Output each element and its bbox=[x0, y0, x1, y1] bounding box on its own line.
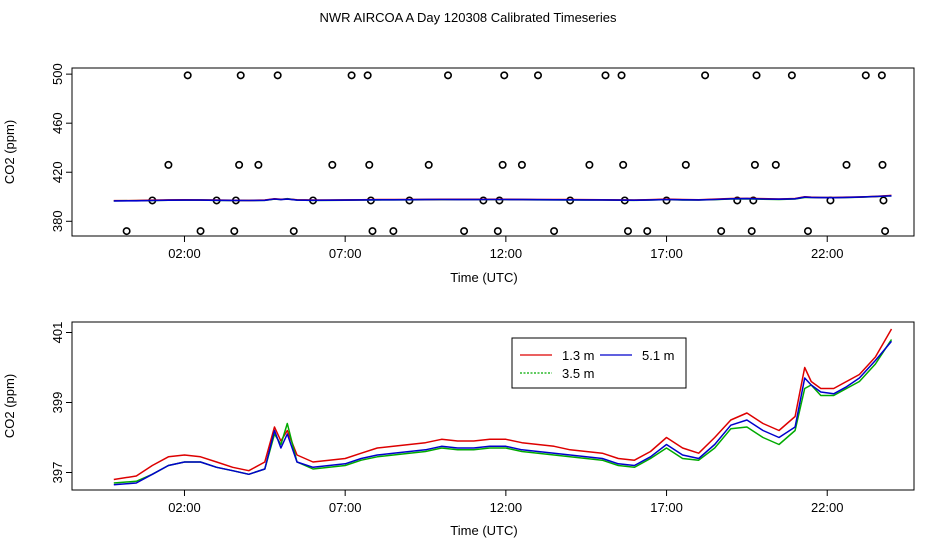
calibration-point bbox=[254, 160, 263, 169]
calibration-point bbox=[493, 227, 502, 236]
top-x-tick-label: 02:00 bbox=[168, 246, 201, 261]
calibration-point bbox=[196, 227, 205, 236]
top-x-axis-label: Time (UTC) bbox=[450, 270, 517, 285]
bottom-x-axis: 02:00 07:00 12:00 17:00 22:00 bbox=[168, 490, 844, 515]
bottom-y-axis: 397 399 401 bbox=[50, 322, 72, 484]
legend: 1.3 m 5.1 m 3.5 m bbox=[511, 337, 687, 389]
calibration-point bbox=[861, 71, 870, 80]
calibration-point bbox=[424, 160, 433, 169]
calibration-point bbox=[479, 196, 488, 205]
calibration-point bbox=[747, 227, 756, 236]
calibration-point bbox=[460, 227, 469, 236]
calibration-point bbox=[550, 227, 559, 236]
bot-x-tick-label: 07:00 bbox=[329, 500, 362, 515]
legend-label-3-5m: 3.5 m bbox=[562, 366, 595, 381]
bottom-panel: 02:00 07:00 12:00 17:00 22:00 397 399 401 Time… bbox=[2, 321, 915, 538]
top-x-tick-label: 12:00 bbox=[490, 246, 523, 261]
calibration-point bbox=[122, 227, 131, 236]
calibration-point bbox=[787, 71, 796, 80]
top-calibration-points bbox=[122, 71, 890, 236]
calibration-point bbox=[585, 160, 594, 169]
calibration-point bbox=[183, 71, 192, 80]
calibration-point bbox=[235, 160, 244, 169]
calibration-point bbox=[363, 71, 372, 80]
calibration-point bbox=[878, 160, 887, 169]
figure-title: NWR AIRCOA A Day 120308 Calibrated Times… bbox=[320, 10, 617, 25]
calibration-point bbox=[623, 227, 632, 236]
calibration-point bbox=[643, 227, 652, 236]
calibration-point bbox=[881, 227, 890, 236]
top-y-axis-label: CO2 (ppm) bbox=[2, 120, 17, 184]
calibration-point bbox=[230, 227, 239, 236]
bot-x-tick-label: 17:00 bbox=[650, 500, 683, 515]
calibration-point bbox=[749, 196, 758, 205]
calibration-point bbox=[495, 196, 504, 205]
calibration-point bbox=[750, 160, 759, 169]
calibration-point bbox=[601, 71, 610, 80]
calibration-point bbox=[619, 160, 628, 169]
calibration-point bbox=[533, 71, 542, 80]
calibration-point bbox=[273, 71, 282, 80]
calibration-point bbox=[701, 71, 710, 80]
calibration-point bbox=[164, 160, 173, 169]
top-series-lines bbox=[113, 194, 892, 202]
top-x-tick-label: 22:00 bbox=[811, 246, 844, 261]
calibration-point bbox=[879, 196, 888, 205]
calibration-point bbox=[328, 160, 337, 169]
bot-y-tick-label: 397 bbox=[50, 462, 65, 484]
bot-y-tick-label: 399 bbox=[50, 392, 65, 414]
legend-label-1-3m: 1.3 m bbox=[562, 348, 595, 363]
bot-y-tick-label: 401 bbox=[50, 322, 65, 344]
calibration-point bbox=[877, 71, 886, 80]
top-x-tick-label: 07:00 bbox=[329, 246, 362, 261]
calibration-point bbox=[752, 71, 761, 80]
calibration-point bbox=[517, 160, 526, 169]
calibration-point bbox=[368, 227, 377, 236]
bottom-series-line-3-5-m bbox=[113, 339, 893, 484]
calibration-point bbox=[289, 227, 298, 236]
calibration-point bbox=[365, 160, 374, 169]
top-panel: 02:00 07:00 12:00 17:00 22:00 380 420 460 500 T… bbox=[2, 63, 915, 285]
bot-x-tick-label: 02:00 bbox=[168, 500, 201, 515]
bottom-series-line-5-1-m bbox=[113, 340, 893, 486]
top-series-line-5-1-m bbox=[113, 195, 892, 202]
legend-box bbox=[511, 337, 687, 389]
calibration-point bbox=[617, 71, 626, 80]
calibration-point bbox=[842, 160, 851, 169]
top-y-tick-label: 460 bbox=[50, 112, 65, 134]
calibration-point bbox=[500, 71, 509, 80]
calibration-point bbox=[733, 196, 742, 205]
calibration-point bbox=[717, 227, 726, 236]
calibration-point bbox=[771, 160, 780, 169]
top-y-tick-label: 500 bbox=[50, 63, 65, 85]
top-y-tick-label: 380 bbox=[50, 210, 65, 232]
top-x-axis: 02:00 07:00 12:00 17:00 22:00 bbox=[168, 236, 844, 261]
top-plot-frame bbox=[71, 67, 915, 237]
bottom-y-axis-label: CO2 (ppm) bbox=[2, 374, 17, 438]
calibration-point bbox=[236, 71, 245, 80]
bottom-x-axis-label: Time (UTC) bbox=[450, 523, 517, 538]
legend-label-5-1m: 5.1 m bbox=[642, 348, 675, 363]
bottom-series-lines bbox=[113, 328, 893, 486]
bot-x-tick-label: 12:00 bbox=[490, 500, 523, 515]
calibration-point bbox=[681, 160, 690, 169]
bot-x-tick-label: 22:00 bbox=[811, 500, 844, 515]
top-y-axis: 380 420 460 500 bbox=[50, 63, 72, 232]
calibration-point bbox=[347, 71, 356, 80]
calibration-point bbox=[444, 71, 453, 80]
calibration-point bbox=[803, 227, 812, 236]
calibration-point bbox=[389, 227, 398, 236]
top-y-tick-label: 420 bbox=[50, 161, 65, 183]
bottom-plot-frame bbox=[71, 321, 915, 491]
bottom-series-line-1-3-m bbox=[113, 328, 893, 481]
top-x-tick-label: 17:00 bbox=[650, 246, 683, 261]
calibration-point bbox=[498, 160, 507, 169]
